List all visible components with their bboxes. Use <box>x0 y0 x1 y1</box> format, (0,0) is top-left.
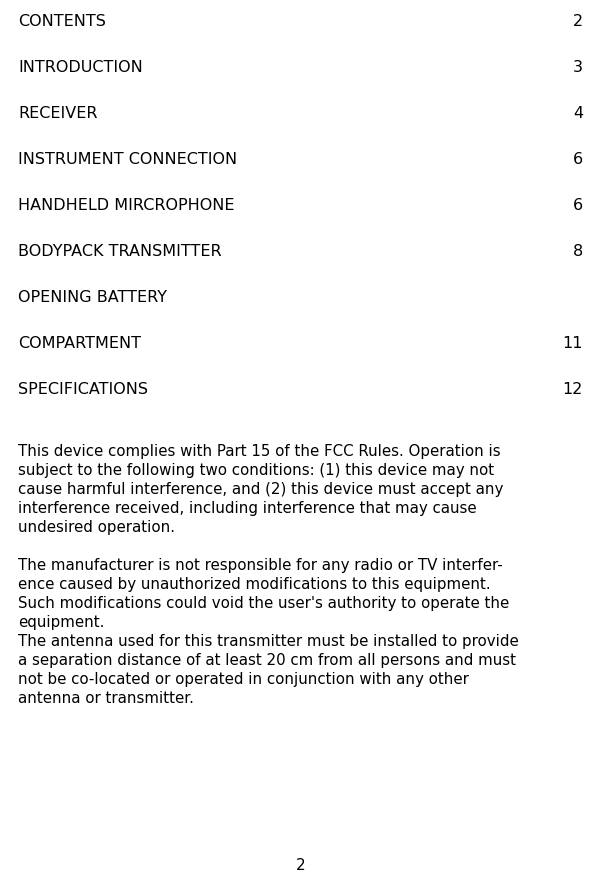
Text: 11: 11 <box>563 336 583 351</box>
Text: COMPARTMENT: COMPARTMENT <box>18 336 141 351</box>
Text: undesired operation.: undesired operation. <box>18 520 175 535</box>
Text: 3: 3 <box>573 60 583 75</box>
Text: a separation distance of at least 20 cm from all persons and must: a separation distance of at least 20 cm … <box>18 653 516 668</box>
Text: not be co-located or operated in conjunction with any other: not be co-located or operated in conjunc… <box>18 672 469 687</box>
Text: 2: 2 <box>296 858 305 873</box>
Text: equipment.: equipment. <box>18 615 105 630</box>
Text: HANDHELD MIRCROPHONE: HANDHELD MIRCROPHONE <box>18 198 234 213</box>
Text: Such modifications could void the user's authority to operate the: Such modifications could void the user's… <box>18 596 509 611</box>
Text: 6: 6 <box>573 152 583 167</box>
Text: interference received, including interference that may cause: interference received, including interfe… <box>18 501 477 516</box>
Text: ence caused by unauthorized modifications to this equipment.: ence caused by unauthorized modification… <box>18 577 490 592</box>
Text: SPECIFICATIONS: SPECIFICATIONS <box>18 382 148 397</box>
Text: subject to the following two conditions: (1) this device may not: subject to the following two conditions:… <box>18 463 494 478</box>
Text: cause harmful interference, and (2) this device must accept any: cause harmful interference, and (2) this… <box>18 482 504 497</box>
Text: CONTENTS: CONTENTS <box>18 14 106 29</box>
Text: 2: 2 <box>573 14 583 29</box>
Text: The antenna used for this transmitter must be installed to provide: The antenna used for this transmitter mu… <box>18 634 519 649</box>
Text: 4: 4 <box>573 106 583 121</box>
Text: BODYPACK TRANSMITTER: BODYPACK TRANSMITTER <box>18 244 222 259</box>
Text: 8: 8 <box>573 244 583 259</box>
Text: 6: 6 <box>573 198 583 213</box>
Text: OPENING BATTERY: OPENING BATTERY <box>18 290 167 305</box>
Text: The manufacturer is not responsible for any radio or TV interfer-: The manufacturer is not responsible for … <box>18 558 503 573</box>
Text: 12: 12 <box>563 382 583 397</box>
Text: This device complies with Part 15 of the FCC Rules. Operation is: This device complies with Part 15 of the… <box>18 444 501 459</box>
Text: INTRODUCTION: INTRODUCTION <box>18 60 143 75</box>
Text: INSTRUMENT CONNECTION: INSTRUMENT CONNECTION <box>18 152 237 167</box>
Text: antenna or transmitter.: antenna or transmitter. <box>18 691 194 706</box>
Text: RECEIVER: RECEIVER <box>18 106 97 121</box>
